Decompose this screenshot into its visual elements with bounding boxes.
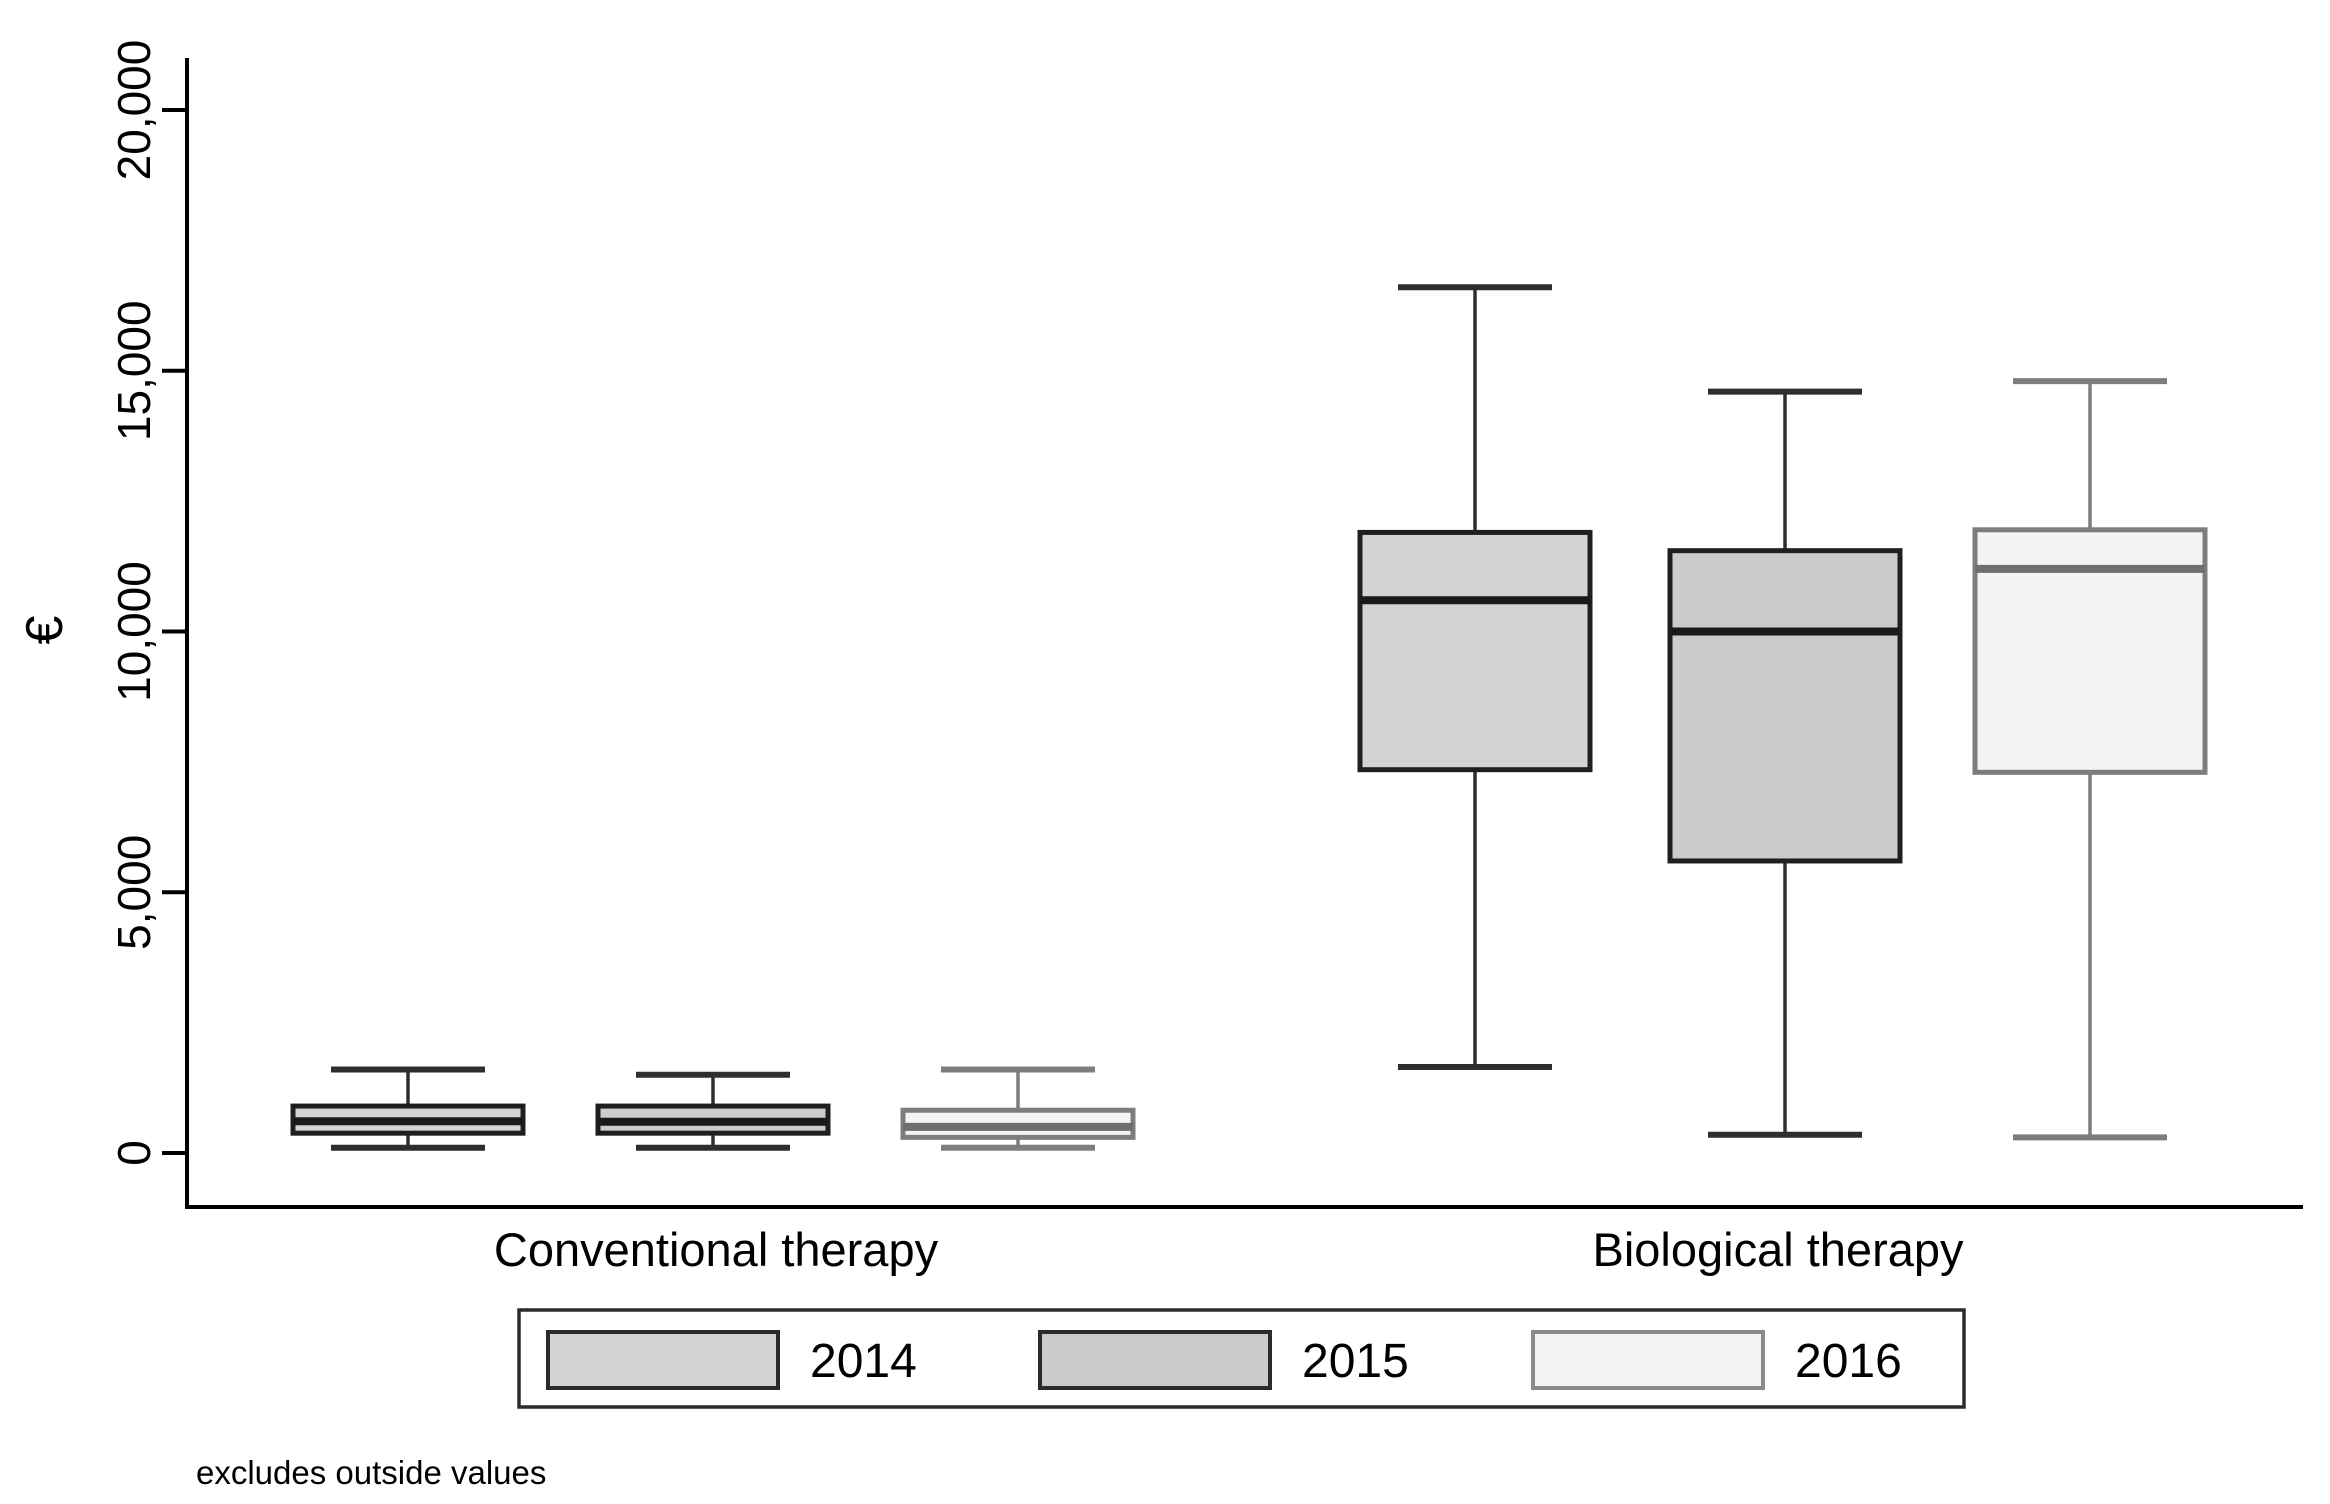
boxplot-biological-2015 [1667,388,1903,1138]
boxplot-biological-2016 [1972,378,2208,1141]
x-axis-label-biological-therapy: Biological therapy [1593,1223,1964,1276]
legend-swatch-2015 [1038,1330,1272,1390]
boxplot-biological-2015-iqr-box [1667,548,1903,864]
boxplot-conventional-2016 [900,1066,1136,1151]
legend-label-2015: 2015 [1302,1335,1409,1388]
footnote-excludes-outside-values: excludes outside values [196,1454,546,1491]
y-tick-label-0: 0 [108,1140,160,1166]
y-tick-label-10,000: 10,000 [108,561,160,702]
boxplot-series-group [290,284,2208,1151]
y-axis-title: € [16,615,74,644]
x-axis-label-conventional-therapy: Conventional therapy [494,1223,939,1276]
boxplot-conventional-2014 [290,1066,526,1151]
boxplot-biological-2014-iqr-box [1357,529,1593,773]
boxplot-biological-2014 [1357,284,1593,1070]
y-axis-ticks: 0 5,000 10,000 15,000 20,000 [108,40,187,1166]
legend-label-2016: 2016 [1795,1335,1902,1388]
legend-swatch-2014 [546,1330,780,1390]
legend-label-2014: 2014 [810,1335,917,1388]
y-tick-label-15,000: 15,000 [108,300,160,441]
y-tick-label-5,000: 5,000 [108,835,160,950]
legend-swatch-2016 [1531,1330,1765,1390]
boxplot-conventional-2015 [595,1071,831,1151]
y-tick-label-20,000: 20,000 [108,40,160,181]
legend: 2014 2015 2016 [517,1308,1966,1409]
